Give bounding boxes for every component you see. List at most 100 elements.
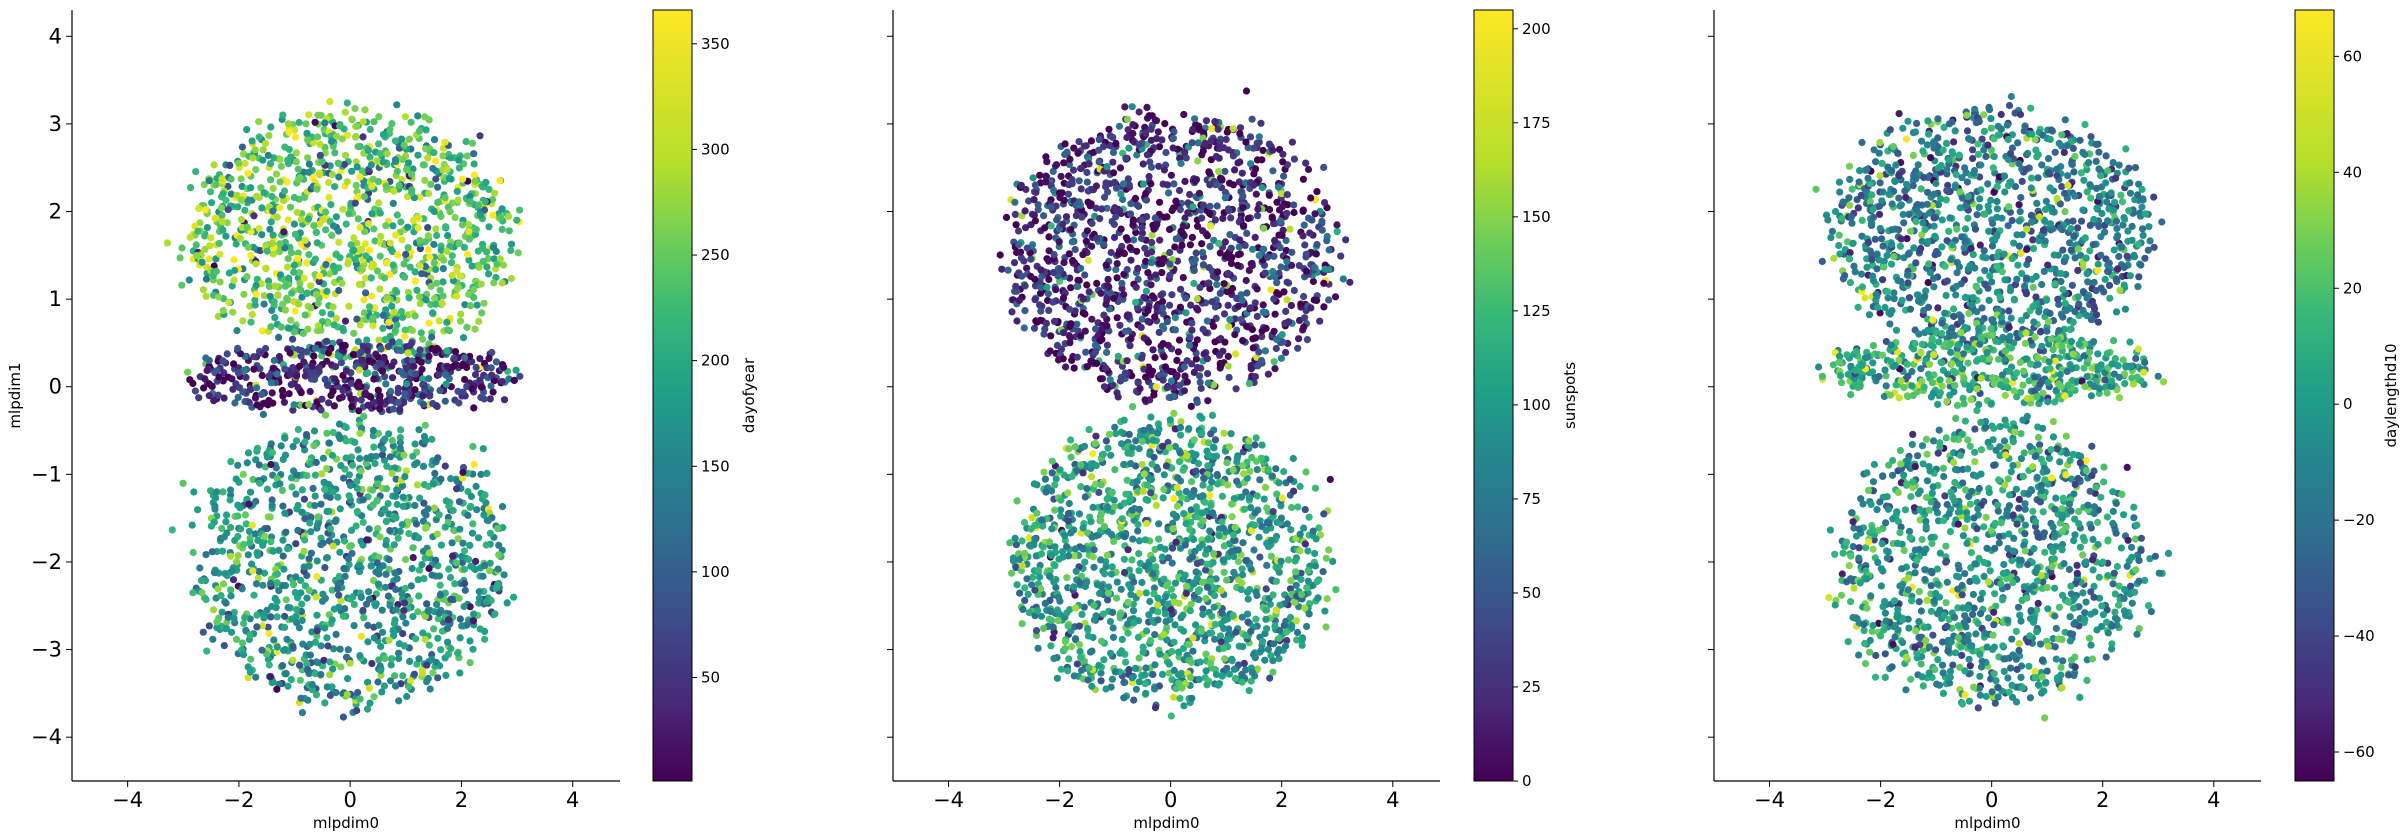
scatter-point xyxy=(342,367,351,375)
scatter-point xyxy=(366,246,374,254)
scatter-point xyxy=(178,281,186,289)
scatter-point xyxy=(380,456,389,464)
scatter-point xyxy=(306,640,314,648)
scatter-point xyxy=(1057,512,1065,520)
scatter-point xyxy=(312,290,320,298)
scatter-point xyxy=(208,548,216,556)
scatter-point xyxy=(1244,214,1252,223)
scatter-point xyxy=(442,371,450,379)
scatter-point xyxy=(463,152,471,160)
scatter-point xyxy=(433,231,441,240)
scatter-point xyxy=(1195,122,1203,130)
scatter-point xyxy=(1023,244,1031,252)
scatter-point xyxy=(1175,186,1184,195)
scatter-point xyxy=(1015,241,1023,249)
scatter-point xyxy=(424,246,432,254)
scatter-point xyxy=(1194,157,1202,165)
scatter-point xyxy=(227,190,235,198)
scatter-point xyxy=(1245,380,1253,388)
scatter-point xyxy=(996,251,1004,259)
scatter-point xyxy=(1163,384,1171,392)
scatter-point xyxy=(439,278,447,286)
scatter-point xyxy=(1215,168,1223,176)
scatter-point xyxy=(1238,565,1246,573)
scatter-point xyxy=(1182,589,1190,597)
scatter-point xyxy=(290,268,298,276)
scatter-point xyxy=(1092,325,1100,333)
scatter-point xyxy=(461,354,469,362)
scatter-point xyxy=(430,625,438,633)
scatter-point xyxy=(498,205,506,213)
scatter-point xyxy=(393,486,401,494)
scatter-point xyxy=(214,293,223,301)
scatter-point xyxy=(1068,356,1076,364)
scatter-point xyxy=(332,689,340,697)
scatter-point xyxy=(1050,251,1058,259)
scatter-point xyxy=(404,244,412,252)
scatter-point xyxy=(512,366,520,374)
scatter-point xyxy=(428,571,436,579)
scatter-point xyxy=(256,247,264,255)
scatter-point xyxy=(481,198,489,206)
scatter-point xyxy=(1204,397,1212,405)
scatter-point xyxy=(1059,329,1068,337)
scatter-point xyxy=(296,676,304,684)
scatter-point xyxy=(305,251,313,259)
scatter-point xyxy=(461,301,469,309)
scatter-point xyxy=(434,562,442,570)
scatter-point xyxy=(453,284,462,293)
scatter-point xyxy=(473,301,481,309)
scatter-point xyxy=(187,184,195,192)
scatter-point xyxy=(255,118,263,126)
scatter-point xyxy=(1013,317,1021,325)
scatter-point xyxy=(1103,204,1111,212)
scatter-point xyxy=(419,392,427,400)
scatter-point xyxy=(1114,393,1122,401)
scatter-point xyxy=(1193,398,1201,407)
scatter-point xyxy=(322,261,330,269)
scatter-point xyxy=(334,227,343,235)
scatter-point xyxy=(1183,378,1191,386)
scatter-point xyxy=(421,437,430,445)
scatter-point xyxy=(1306,229,1314,237)
scatter-point xyxy=(1092,182,1100,190)
scatter-point xyxy=(1033,509,1041,517)
scatter-point xyxy=(301,372,309,380)
scatter-point xyxy=(242,373,250,381)
scatter-point xyxy=(267,218,275,226)
scatter-point xyxy=(1272,607,1281,615)
scatter-point xyxy=(1151,214,1159,222)
scatter-point xyxy=(366,153,374,161)
scatter-point xyxy=(249,567,257,575)
scatter-point xyxy=(416,262,424,270)
scatter-point xyxy=(1187,301,1195,309)
scatter-point xyxy=(1196,364,1205,372)
scatter-point xyxy=(1134,264,1142,272)
scatter-point xyxy=(482,178,490,186)
scatter-point xyxy=(315,220,323,228)
scatter-point xyxy=(289,642,297,651)
scatter-point xyxy=(1205,279,1213,287)
scatter-point xyxy=(434,634,442,642)
scatter-point xyxy=(335,433,344,441)
scatter-point xyxy=(317,500,325,508)
scatter-point xyxy=(305,586,313,595)
scatter-point xyxy=(260,399,268,407)
scatter-point xyxy=(273,474,281,483)
scatter-point xyxy=(323,683,331,691)
scatter-point xyxy=(1014,227,1023,235)
scatter-point xyxy=(353,507,361,516)
scatter-point xyxy=(255,461,263,469)
scatter-point xyxy=(269,207,277,215)
scatter-point xyxy=(387,396,396,404)
scatter-point xyxy=(507,274,515,283)
scatter-point xyxy=(292,490,300,498)
scatter-point xyxy=(392,606,400,614)
scatter-point xyxy=(382,485,391,493)
scatter-point xyxy=(369,501,377,509)
scatter-point xyxy=(1181,372,1189,380)
scatter-point xyxy=(1278,331,1286,339)
scatter-point xyxy=(439,265,447,273)
scatter-point xyxy=(1196,283,1204,291)
scatter-point xyxy=(1212,152,1220,161)
